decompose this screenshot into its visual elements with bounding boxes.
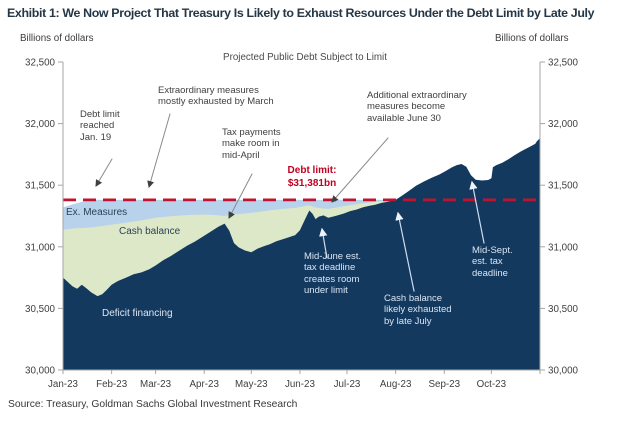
annotation-cash-exhausted: Cash balance likely exhausted by late Ju… — [384, 293, 452, 327]
arrow-additional-measures — [331, 137, 389, 203]
x-tick-label: May-23 — [235, 379, 268, 390]
y-tick-label-right: 30,000 — [548, 366, 579, 377]
y-tick-label-right: 31,500 — [548, 181, 579, 192]
area-label-ex-measures: Ex. Measures — [66, 207, 128, 218]
y-tick-label-right: 31,000 — [548, 242, 579, 253]
y-axis-unit-right: Billions of dollars — [495, 33, 569, 44]
area-label-deficit-financing: Deficit financing — [102, 308, 173, 319]
y-tick-label-left: 31,000 — [25, 242, 56, 253]
annotation-tax-payments-april: Tax payments make room in mid-April — [222, 127, 281, 161]
annotation-mid-june: Mid-June est. tax deadline creates room … — [304, 251, 362, 297]
x-tick-label: Jul-23 — [334, 379, 361, 390]
x-tick-label: Mar-23 — [140, 379, 172, 390]
stacked-areas — [63, 138, 540, 370]
arrow-mid-june — [319, 227, 328, 259]
arrow-cash-exhausted — [395, 211, 415, 292]
annotation-mid-sept: Mid-Sept. est. tax deadline — [472, 245, 513, 279]
x-tick-label: Jan-23 — [48, 379, 79, 390]
area-label-cash-balance: Cash balance — [119, 226, 181, 237]
area-deficit-financing — [63, 138, 540, 370]
x-tick-label: Aug-23 — [380, 379, 412, 390]
arrow-mid-sept — [469, 180, 485, 244]
y-tick-label-left: 30,000 — [25, 366, 56, 377]
y-tick-label-right: 32,500 — [548, 58, 579, 69]
x-tick-label: Apr-23 — [190, 379, 220, 390]
annotation-extraordinary-exhausted: Extraordinary measures mostly exhausted … — [158, 85, 274, 108]
annotation-debt-limit-value: Debt limit: $31,381bn — [287, 165, 337, 189]
annotation-additional-measures: Additional extraordinary measures become… — [367, 90, 467, 124]
arrow-extraordinary-exhausted — [147, 113, 171, 189]
y-tick-label-left: 30,500 — [25, 304, 56, 315]
y-tick-label-left: 31,500 — [25, 181, 56, 192]
axes: 32,500 32,500 32,000 32,000 31,500 31,500 31,0… — [25, 58, 578, 391]
x-tick-label: Sep-23 — [428, 379, 460, 390]
y-tick-label-left: 32,500 — [25, 58, 56, 69]
y-tick-label-left: 32,000 — [25, 119, 56, 130]
y-tick-label-right: 30,500 — [548, 304, 579, 315]
y-axis-unit-left: Billions of dollars — [20, 33, 94, 44]
arrow-tax-payments-april — [228, 173, 253, 219]
y-tick-label-right: 32,000 — [548, 119, 579, 130]
x-tick-label: Feb-23 — [96, 379, 128, 390]
source-note: Source: Treasury, Goldman Sachs Global I… — [8, 399, 298, 410]
annotation-debt-limit-reached: Debt limit reached Jan. 19 — [80, 109, 120, 143]
annotation-arrows — [95, 113, 485, 292]
x-tick-label: Oct-23 — [477, 379, 507, 390]
chart-subtitle: Projected Public Debt Subject to Limit — [223, 52, 387, 63]
exhibit-title: Exhibit 1: We Now Project That Treasury … — [7, 6, 595, 20]
arrow-debt-limit-reached — [95, 158, 113, 187]
x-tick-label: Jun-23 — [285, 379, 316, 390]
